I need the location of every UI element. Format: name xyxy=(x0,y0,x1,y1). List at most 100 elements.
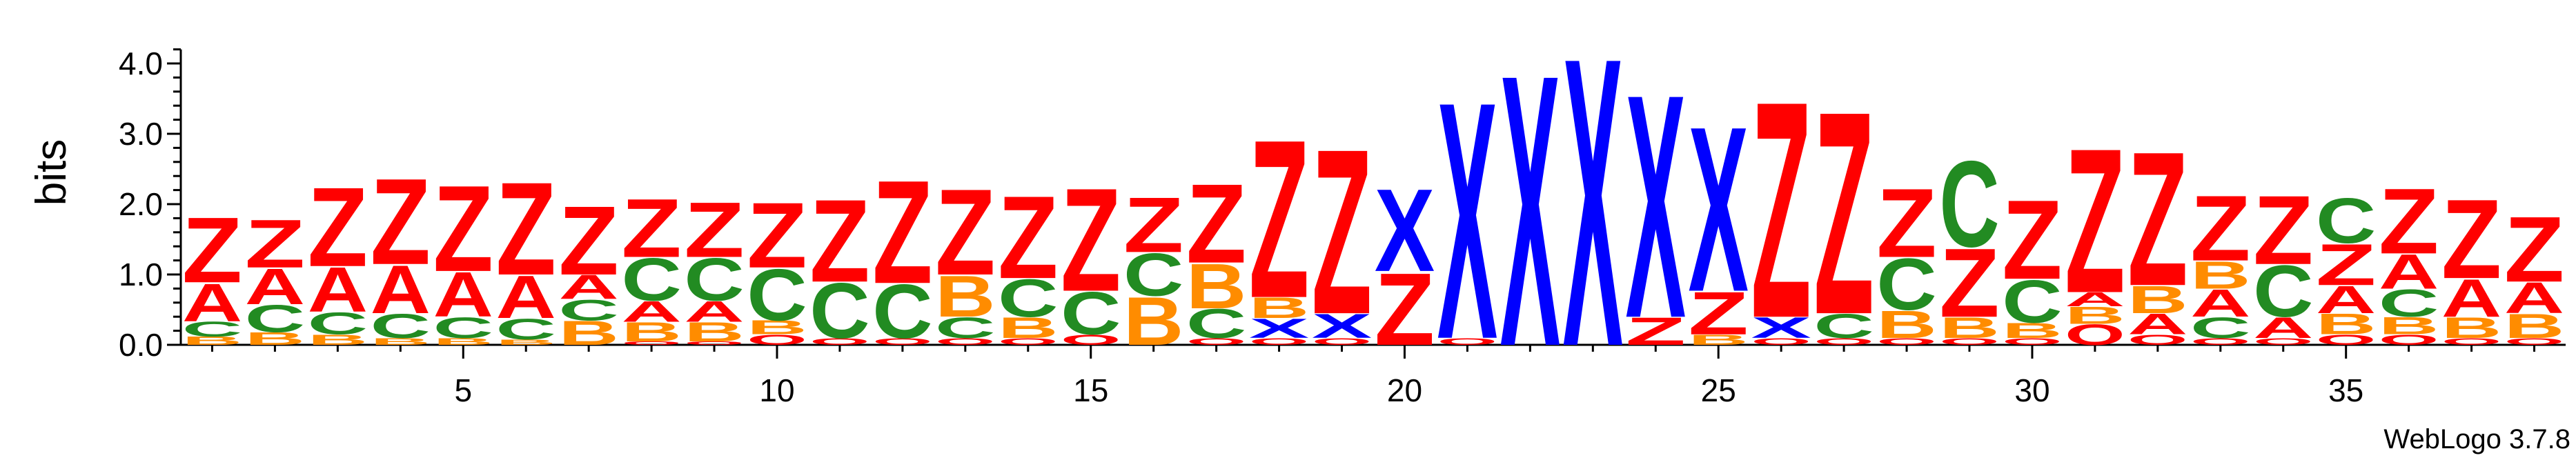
logo-letter-b: B xyxy=(1123,283,1183,360)
logo-letter-x: X xyxy=(1500,0,1561,428)
logo-letter-z: Z xyxy=(1939,228,1999,338)
logo-letter-a: A xyxy=(2127,308,2187,341)
logo-letter-a: A xyxy=(2441,268,2501,328)
logo-letter-c: C xyxy=(684,246,744,313)
logo-letter-z: Z xyxy=(747,183,807,288)
logo-letter-z: Z xyxy=(684,186,744,274)
logo-letter-c: C xyxy=(371,307,431,346)
logo-letter-z: Z xyxy=(2002,177,2062,303)
logo-column: ZX xyxy=(1375,165,1435,367)
logo-column: OXZ xyxy=(1312,100,1372,363)
logo-letter-b: B xyxy=(2065,301,2125,329)
logo-letter-a: A xyxy=(2316,278,2376,322)
x-tick-label: 5 xyxy=(454,372,472,408)
logo-letter-z: Z xyxy=(2441,176,2501,302)
logo-column: BZX xyxy=(1689,77,1749,348)
logo-letter-b: B xyxy=(2190,253,2250,297)
logo-letter-a: A xyxy=(684,295,744,328)
logo-letter-o: O xyxy=(1249,336,1309,347)
logo-column: OXZ xyxy=(1751,37,1811,383)
logo-letter-a: A xyxy=(245,258,305,315)
logo-letter-z: Z xyxy=(1375,252,1435,367)
logo-letter-x: X xyxy=(1312,306,1372,345)
logo-letter-x: X xyxy=(1249,313,1309,344)
logo-letter-b: B xyxy=(308,332,368,348)
logo-letter-c: C xyxy=(935,312,995,345)
logo-letter-b: B xyxy=(1939,312,1999,345)
logo-letter-c: C xyxy=(1876,243,1936,326)
logo-letter-o: O xyxy=(872,336,932,347)
logo-letter-c: C xyxy=(1061,279,1121,347)
logo-letter-a: A xyxy=(2253,312,2313,345)
logo-letter-z: Z xyxy=(245,206,305,283)
logo-letter-z: Z xyxy=(496,154,556,303)
logo-letter-b: B xyxy=(935,263,995,330)
logo-letter-c: C xyxy=(747,254,807,337)
logo-letter-z: Z xyxy=(1813,51,1874,375)
logo-letter-o: O xyxy=(2065,318,2125,351)
logo-letter-a: A xyxy=(308,254,368,326)
logo-letter-c: C xyxy=(2002,268,2062,335)
logo-letter-z: Z xyxy=(1751,37,1811,383)
logo-letter-c: C xyxy=(182,317,242,341)
logo-letter-o: O xyxy=(2504,336,2564,347)
logo-letter-a: A xyxy=(182,272,242,333)
logo-letter-o: O xyxy=(621,341,681,346)
logo-letter-z: Z xyxy=(2065,106,2125,336)
logo-letter-x: X xyxy=(1689,77,1749,341)
logo-letter-b: B xyxy=(245,329,305,349)
logo-letter-c: C xyxy=(621,246,681,313)
logo-letter-z: Z xyxy=(1249,92,1309,346)
x-tick-label: 25 xyxy=(1701,372,1736,408)
logo-letter-b: B xyxy=(2504,307,2564,346)
logo-letter-c: C xyxy=(245,297,305,341)
logo-letter-b: B xyxy=(1186,251,1246,322)
logo-letter-o: O xyxy=(1939,336,1999,347)
logo-letter-b: B xyxy=(559,314,619,352)
logo-letter-o: O xyxy=(998,336,1058,347)
logo-letter-a: A xyxy=(2065,288,2125,310)
logo-letter-z: Z xyxy=(1123,181,1183,269)
logo-letter-b: B xyxy=(684,317,744,347)
logo-column: X xyxy=(1500,0,1561,428)
logo-letter-z: Z xyxy=(559,186,619,296)
logo-letter-c: C xyxy=(1939,136,1999,273)
logo-letter-z: Z xyxy=(308,164,368,290)
logo-letter-o: O xyxy=(2190,336,2250,347)
logo-letter-z: Z xyxy=(935,164,995,301)
logo-letter-c: C xyxy=(2190,312,2250,345)
logo-letter-c: C xyxy=(2379,281,2439,326)
logo-letter-a: A xyxy=(496,263,556,331)
logo-letter-x: X xyxy=(1751,311,1811,344)
logo-letter-b: B xyxy=(621,317,681,347)
logo-column: ZX xyxy=(1626,28,1687,385)
logo-letter-o: O xyxy=(935,336,995,347)
logo-letter-x: X xyxy=(1626,28,1687,385)
logo-letter-c: C xyxy=(1123,241,1183,308)
logo-letter-x: X xyxy=(1437,32,1498,410)
x-tick-label: 15 xyxy=(1073,372,1108,408)
logo-letter-o: O xyxy=(1876,336,1936,347)
logo-letter-z: Z xyxy=(1626,310,1686,353)
logo-letter-b: B xyxy=(747,317,807,339)
y-tick-label: 0.0 xyxy=(119,327,163,363)
y-tick-label: 2.0 xyxy=(119,186,163,222)
